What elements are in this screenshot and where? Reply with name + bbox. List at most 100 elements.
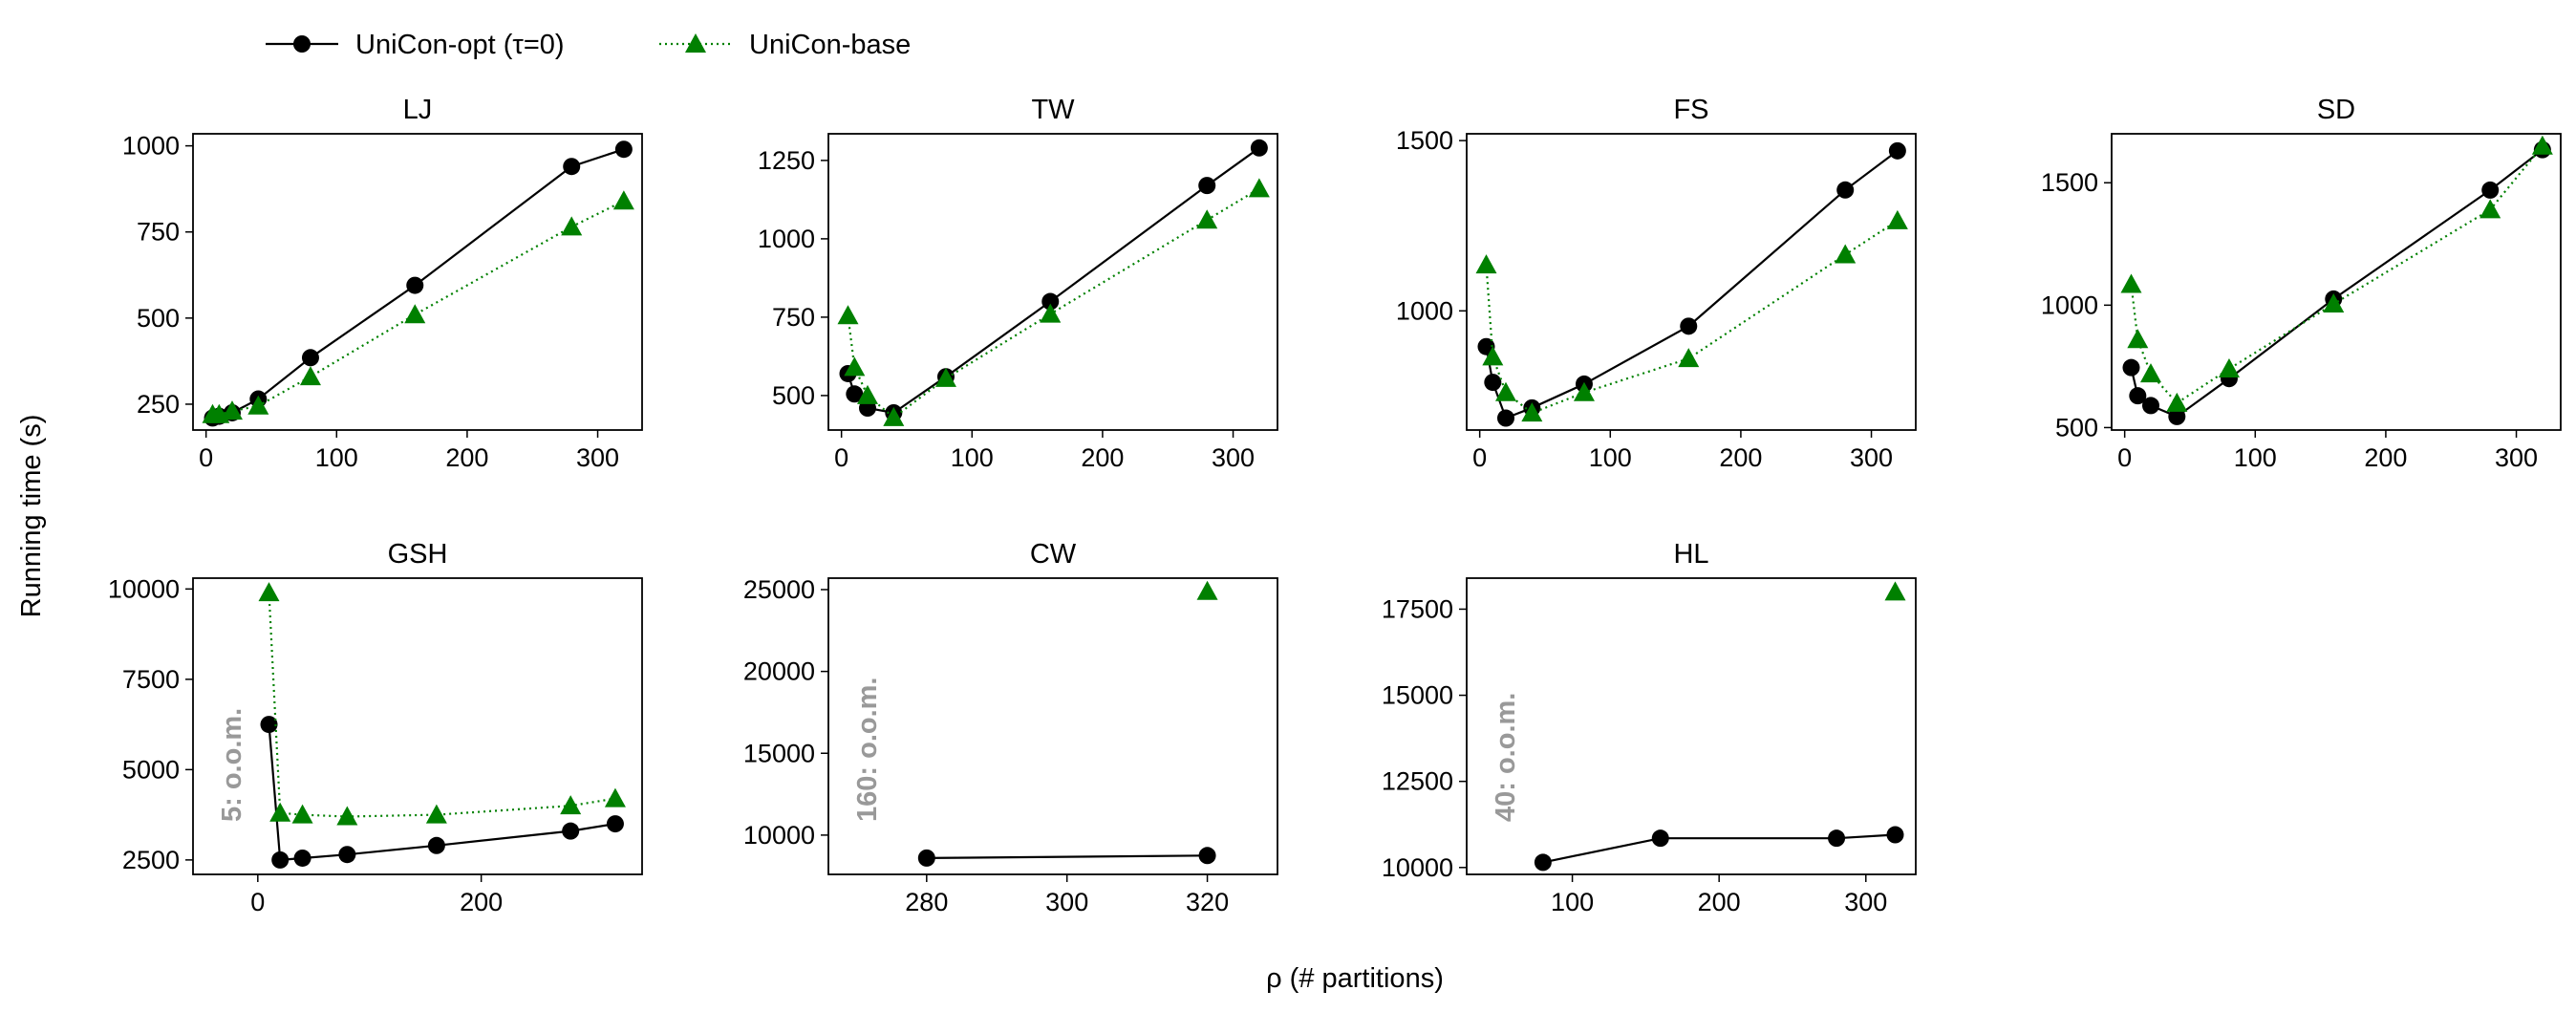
data-point-opt [1041, 292, 1060, 311]
data-point-opt [1198, 177, 1216, 195]
y-tick-label: 17500 [1382, 594, 1453, 623]
data-point-base [2139, 363, 2161, 383]
data-point-base [1884, 581, 1906, 601]
legend-marker-base [685, 33, 706, 53]
x-tick-label: 200 [1719, 443, 1762, 472]
plot-frame [192, 577, 643, 875]
x-tick-label: 200 [2364, 443, 2407, 472]
data-point-base [2166, 392, 2188, 412]
y-tick-label: 20000 [743, 657, 815, 686]
data-point-opt [846, 385, 864, 403]
data-point-base [883, 406, 905, 426]
data-point-opt [1828, 829, 1846, 848]
x-tick-label: 0 [1472, 443, 1487, 472]
series-line [1485, 149, 1899, 420]
subplot-title: HL [1673, 539, 1708, 570]
y-tick-label: 15000 [743, 739, 815, 767]
data-point-base [1521, 402, 1543, 422]
y-tick-label: 1250 [758, 146, 815, 175]
x-tick-label: 200 [445, 443, 488, 472]
data-point-base [1196, 209, 1218, 229]
y-tick-label: 1500 [1396, 126, 1453, 155]
subplot-hl: HL 100 200 300 10000 12500 15000 17500 40: o.o.m… [1382, 539, 1917, 916]
data-point-opt [1886, 826, 1904, 844]
x-tick-label: 100 [315, 443, 358, 472]
data-point-base [404, 304, 426, 324]
series-line [2130, 148, 2544, 419]
y-tick-label: 250 [137, 390, 180, 419]
figure-y-axis-label: Running time (s) [16, 415, 47, 618]
x-tick-label: 300 [1212, 443, 1255, 472]
legend: UniCon-opt (τ=0) UniCon-base [266, 30, 911, 60]
y-tick-label: 15000 [1382, 681, 1453, 710]
y-tick-label: 1000 [1396, 296, 1453, 325]
oom-annotation: 160: o.o.m. [852, 678, 883, 823]
data-point-opt [2122, 358, 2140, 377]
data-point-opt [1250, 139, 1268, 157]
plot-frame [1466, 577, 1917, 875]
y-tick-label: 750 [137, 218, 180, 247]
subplot-lj: LJ 0 100 200 300 250 500 750 1000 [122, 95, 643, 472]
x-tick-label: 300 [1045, 888, 1088, 916]
data-point-opt [2141, 397, 2159, 415]
plot-frame [2111, 133, 2562, 431]
y-tick-label: 1500 [2041, 168, 2098, 197]
x-tick-label: 100 [2234, 443, 2277, 472]
subplot-tw: TW 0 100 200 300 500 750 1000 1250 [758, 95, 1278, 472]
subplot-title: CW [1030, 539, 1077, 570]
data-point-base [1678, 348, 1700, 368]
data-point-base [837, 305, 859, 325]
data-point-base [2120, 273, 2142, 293]
data-point-opt [1651, 829, 1669, 848]
data-point-base [612, 190, 634, 210]
data-point-base [934, 367, 956, 387]
data-point-opt [1680, 317, 1698, 335]
data-point-base [1482, 346, 1504, 366]
data-point-opt [1888, 141, 1906, 160]
data-point-base [856, 384, 878, 404]
data-point-base [2127, 329, 2149, 349]
data-point-base [258, 582, 280, 602]
y-tick-label: 500 [137, 304, 180, 333]
plot-frame [827, 133, 1278, 431]
series-line [2130, 145, 2544, 405]
data-point-opt [260, 716, 278, 734]
x-tick-label: 0 [250, 888, 265, 916]
data-point-base [221, 400, 243, 420]
data-point-opt [338, 846, 356, 864]
series-line [926, 854, 1208, 859]
data-point-opt [2481, 181, 2500, 199]
y-tick-label: 10000 [1382, 853, 1453, 882]
subplot-sd: SD 0 100 200 300 500 1000 1500 [2041, 95, 2562, 472]
subplot-title: LJ [403, 95, 433, 125]
data-point-opt [1534, 853, 1552, 872]
series-line [847, 187, 1260, 420]
series-line [212, 200, 625, 416]
data-point-base [560, 795, 582, 815]
legend-entry-opt: UniCon-opt (τ=0) [266, 30, 565, 60]
figure-x-axis-label: ρ (# partitions) [1266, 963, 1444, 994]
x-tick-label: 0 [199, 443, 213, 472]
x-tick-label: 300 [576, 443, 619, 472]
x-tick-label: 300 [2495, 443, 2538, 472]
data-point-base [291, 804, 313, 824]
data-point-opt [1484, 374, 1502, 392]
oom-annotation: 5: o.o.m. [217, 708, 247, 822]
subplot-fs: FS 0 100 200 300 1000 1500 [1396, 95, 1917, 472]
data-point-base [1475, 254, 1497, 274]
legend-label-opt: UniCon-opt (τ=0) [355, 30, 565, 60]
x-tick-label: 300 [1844, 888, 1887, 916]
subplot-title: GSH [388, 539, 448, 570]
data-point-base [2218, 357, 2240, 377]
x-tick-label: 320 [1186, 888, 1229, 916]
data-point-opt [406, 276, 424, 294]
data-point-base [1573, 381, 1595, 401]
data-point-opt [1496, 409, 1514, 427]
data-point-base [1196, 580, 1218, 600]
legend-marker-opt [293, 35, 311, 53]
x-tick-label: 200 [1698, 888, 1741, 916]
subplot-cw: CW 280 300 320 10000 15000 20000 25000 160: o.o.… [743, 539, 1278, 916]
data-point-base [561, 216, 583, 236]
y-tick-label: 10000 [743, 821, 815, 850]
